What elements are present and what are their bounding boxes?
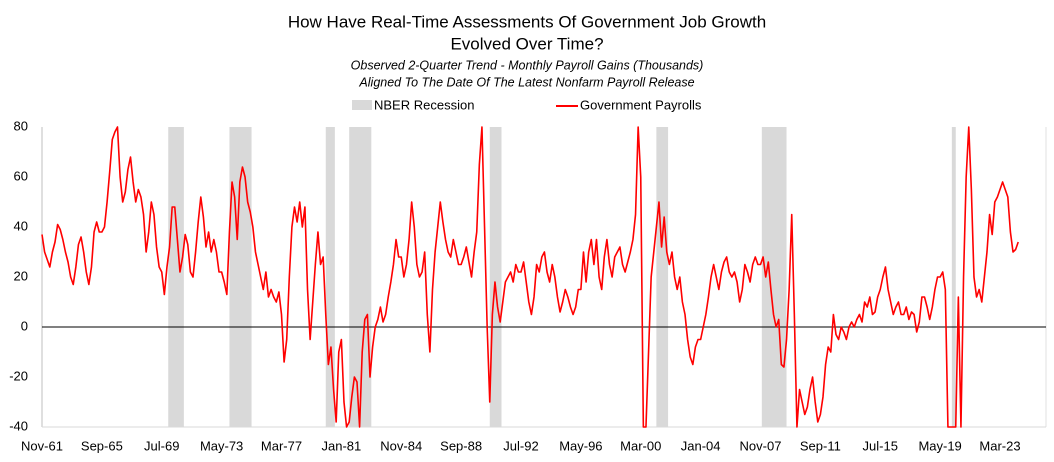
recession-band <box>168 127 184 427</box>
series-line <box>41 126 1019 428</box>
y-tick-label: 40 <box>14 218 28 233</box>
y-tick-label: -20 <box>9 368 28 383</box>
recession-band <box>656 127 669 427</box>
chart-subtitle: Aligned To The Date Of The Latest Nonfar… <box>358 75 694 89</box>
y-tick-label: 80 <box>14 118 28 133</box>
chart-title: How Have Real-Time Assessments Of Govern… <box>288 12 766 31</box>
x-tick-label: Jul-92 <box>503 438 538 453</box>
x-tick-label: May-73 <box>200 438 243 453</box>
x-tick-label: Nov-84 <box>380 438 422 453</box>
legend-label: NBER Recession <box>374 97 474 112</box>
x-tick-label: Nov-61 <box>21 438 63 453</box>
x-tick-label: Mar-23 <box>979 438 1020 453</box>
y-tick-label: 20 <box>14 268 28 283</box>
recession-band <box>325 127 335 427</box>
x-tick-label: Nov-07 <box>740 438 782 453</box>
chart-subtitle: Observed 2-Quarter Trend - Monthly Payro… <box>351 58 704 72</box>
legend-label: Government Payrolls <box>580 97 702 112</box>
recession-band <box>951 127 956 427</box>
x-tick-label: Sep-88 <box>440 438 482 453</box>
x-tick-label: May-96 <box>559 438 602 453</box>
x-tick-label: Jan-81 <box>322 438 362 453</box>
x-tick-label: Sep-65 <box>81 438 123 453</box>
y-tick-label: -40 <box>9 418 28 433</box>
x-tick-label: Sep-11 <box>800 438 841 453</box>
x-tick-label: Jul-15 <box>863 438 898 453</box>
y-tick-label: 60 <box>14 168 28 183</box>
x-tick-label: Jan-04 <box>681 438 721 453</box>
x-tick-label: May-19 <box>918 438 961 453</box>
recession-band <box>349 127 372 427</box>
recession-band <box>229 127 252 427</box>
recession-band <box>489 127 502 427</box>
x-tick-label: Mar-77 <box>261 438 302 453</box>
y-tick-label: 0 <box>21 318 28 333</box>
chart-title: Evolved Over Time? <box>450 34 603 53</box>
x-tick-label: Mar-00 <box>620 438 661 453</box>
x-tick-label: Jul-69 <box>144 438 179 453</box>
legend-swatch <box>352 100 372 110</box>
